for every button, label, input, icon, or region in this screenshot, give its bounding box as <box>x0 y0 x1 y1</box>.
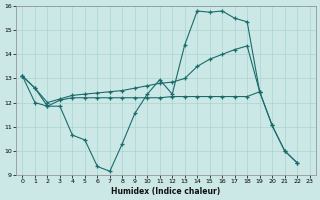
X-axis label: Humidex (Indice chaleur): Humidex (Indice chaleur) <box>111 187 221 196</box>
